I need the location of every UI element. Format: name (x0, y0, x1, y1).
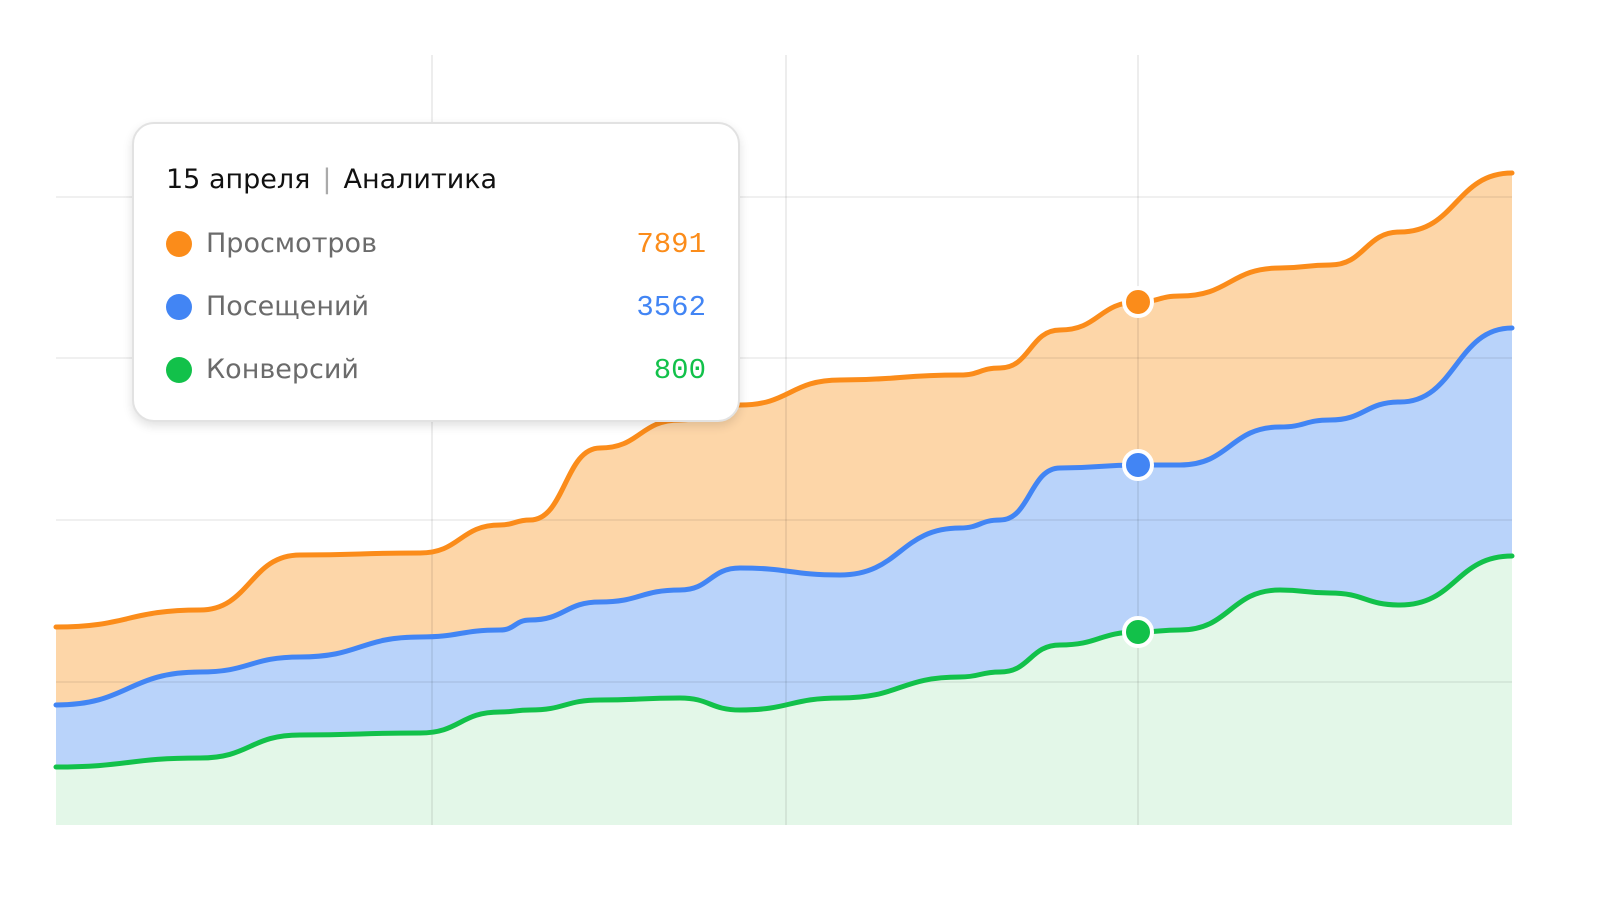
tooltip-row: Просмотров 7891 (166, 224, 706, 264)
legend-label: Просмотров (206, 228, 377, 259)
separator: | (322, 164, 332, 195)
tooltip-row: Конверсий 800 (166, 350, 706, 390)
lines (53, 170, 1515, 770)
legend-dot (166, 294, 192, 320)
tooltip-value: 3562 (636, 291, 706, 324)
line (53, 553, 1515, 770)
area (56, 556, 1512, 825)
tooltip-header: 15 апреля | Аналитика (166, 164, 497, 195)
highlight-point (1122, 449, 1154, 481)
highlight-point (1122, 286, 1154, 318)
highlight-point (1122, 616, 1154, 648)
line (53, 170, 1515, 630)
tooltip-row: Посещений 3562 (166, 287, 706, 327)
line (53, 325, 1515, 708)
legend-dot (166, 357, 192, 383)
legend-label: Посещений (206, 291, 370, 322)
tooltip-date: 15 апреля (166, 164, 311, 195)
areas (56, 173, 1512, 825)
legend-dot (166, 231, 192, 257)
tooltip-title: Аналитика (343, 164, 498, 195)
tooltip: 15 апреля | Аналитика Просмотров 7891 Посеще… (132, 122, 740, 422)
tooltip-value: 7891 (636, 228, 706, 261)
tooltip-value: 800 (653, 354, 706, 387)
legend-label: Конверсий (206, 354, 359, 385)
